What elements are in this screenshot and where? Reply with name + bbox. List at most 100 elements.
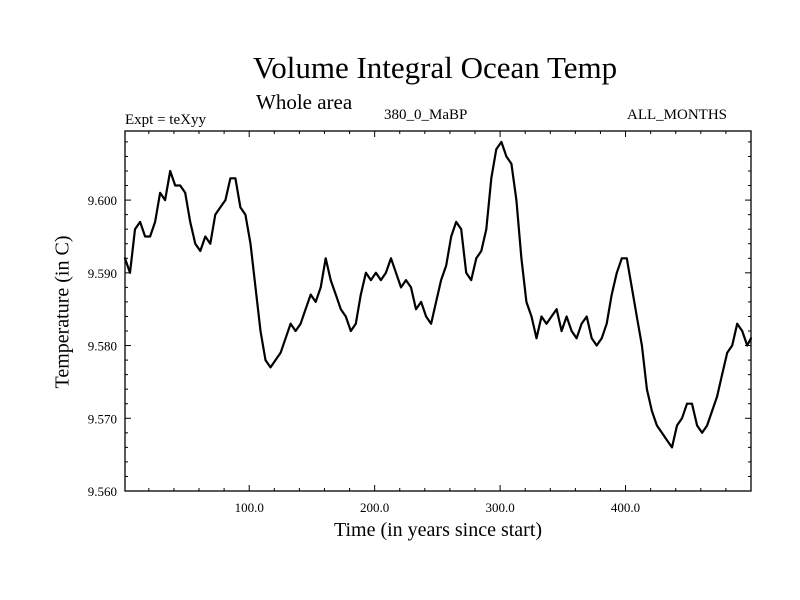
- data-point: [224, 199, 227, 202]
- data-point: [219, 206, 222, 209]
- chart-subtitle: Whole area: [256, 90, 353, 114]
- data-point: [610, 293, 613, 296]
- data-point: [671, 446, 673, 449]
- data-point: [370, 279, 372, 281]
- data-point: [234, 177, 237, 180]
- data-point: [289, 322, 292, 325]
- run-id-label: 380_0_MaBP: [384, 107, 468, 123]
- data-point: [324, 257, 327, 260]
- data-point: [249, 242, 252, 245]
- data-point: [646, 388, 648, 391]
- data-point: [149, 235, 152, 238]
- data-point: [254, 286, 257, 289]
- data-point: [585, 315, 588, 318]
- data-point: [460, 228, 463, 231]
- data-point: [214, 213, 217, 216]
- y-tick-label: 9.600: [88, 193, 117, 208]
- data-point: [641, 344, 643, 347]
- data-point: [405, 279, 407, 281]
- data-point: [525, 301, 528, 303]
- data-point: [194, 242, 197, 245]
- data-point: [651, 410, 653, 412]
- x-tick-label: 100.0: [235, 500, 264, 515]
- months-label: ALL_MONTHS: [627, 107, 727, 123]
- series-lines: [123, 140, 753, 449]
- data-point: [555, 308, 558, 311]
- data-point: [445, 264, 448, 267]
- data-point: [485, 228, 488, 231]
- data-point: [726, 351, 729, 354]
- data-point: [440, 279, 442, 281]
- y-axis-label: Temperature (in C): [51, 235, 74, 389]
- data-point: [279, 351, 282, 354]
- data-point: [385, 271, 387, 274]
- data-point: [239, 206, 242, 209]
- axis-ticks: 100.0 200.0 300.0 400.0 9.560 9.570 9.580 9.590…: [88, 131, 751, 515]
- series-line: [123, 140, 753, 449]
- data-point: [691, 402, 693, 405]
- data-point: [375, 271, 377, 274]
- x-tick-label: 200.0: [360, 500, 389, 515]
- data-point: [505, 155, 508, 158]
- data-point: [344, 315, 347, 318]
- x-tick-label: 300.0: [485, 500, 514, 515]
- data-point: [229, 177, 232, 180]
- data-point: [139, 221, 142, 223]
- y-tick-label: 9.560: [88, 484, 117, 499]
- data-point: [630, 286, 633, 289]
- data-point: [274, 359, 277, 361]
- data-point: [721, 373, 723, 376]
- data-point: [309, 293, 312, 296]
- data-point: [580, 322, 583, 325]
- data-point: [244, 213, 247, 216]
- data-point: [450, 235, 453, 238]
- data-point: [455, 221, 458, 223]
- data-point: [390, 257, 392, 260]
- data-point: [415, 308, 417, 311]
- data-point: [635, 315, 638, 318]
- data-point: [349, 330, 352, 332]
- data-point: [520, 257, 523, 260]
- data-point: [535, 337, 538, 340]
- x-axis-label: Time (in years since start): [333, 519, 543, 541]
- data-point: [299, 322, 302, 325]
- data-point: [354, 322, 357, 325]
- data-point: [204, 235, 207, 238]
- data-point: [495, 148, 498, 151]
- data-point: [410, 286, 412, 289]
- data-point: [365, 271, 367, 274]
- data-point: [600, 337, 603, 340]
- data-point: [470, 279, 473, 281]
- data-point: [304, 308, 307, 311]
- data-point: [605, 322, 608, 325]
- data-point: [400, 286, 402, 289]
- data-point: [179, 184, 182, 187]
- data-point: [500, 141, 503, 143]
- data-point: [570, 330, 573, 332]
- data-point: [359, 293, 362, 296]
- data-point: [540, 315, 543, 318]
- data-point: [129, 271, 131, 274]
- data-point: [620, 257, 623, 260]
- data-point: [736, 322, 739, 325]
- data-point: [259, 330, 262, 332]
- data-point: [625, 257, 628, 260]
- data-point: [174, 184, 177, 187]
- data-point: [159, 191, 162, 194]
- data-point: [676, 424, 678, 427]
- data-point: [746, 344, 749, 347]
- data-point: [560, 330, 563, 332]
- data-point: [199, 250, 202, 252]
- data-point: [164, 199, 167, 202]
- data-point: [656, 424, 658, 427]
- data-point: [329, 279, 332, 281]
- data-point: [661, 431, 663, 434]
- data-point: [189, 221, 192, 223]
- data-point: [319, 286, 322, 289]
- data-point: [701, 431, 703, 434]
- data-point: [425, 315, 427, 318]
- data-point: [339, 308, 342, 311]
- data-point: [380, 279, 382, 281]
- data-point: [686, 402, 688, 405]
